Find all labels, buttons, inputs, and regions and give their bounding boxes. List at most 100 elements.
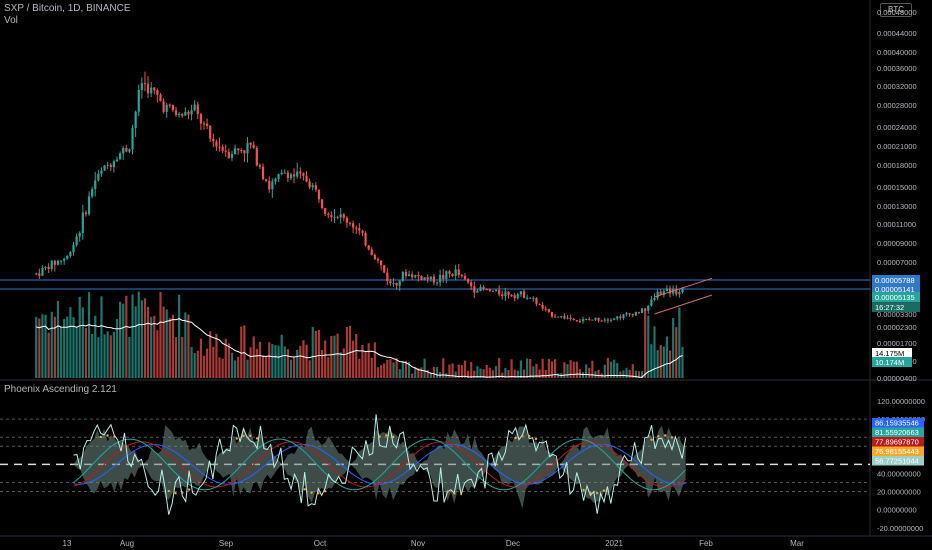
- volume-bar: [292, 357, 296, 378]
- candle-body: [535, 297, 538, 305]
- volume-bar: [162, 306, 165, 378]
- volume-bar: [358, 358, 361, 378]
- volume-bar: [529, 359, 532, 378]
- candle-body: [112, 161, 115, 168]
- osc-dot: [589, 491, 592, 495]
- osc-tick-label: 40.00000000: [877, 469, 921, 478]
- currency-badge[interactable]: BTC: [880, 3, 912, 17]
- candle-body: [342, 214, 345, 218]
- candle-body: [429, 276, 432, 280]
- volume-bar: [355, 333, 358, 378]
- candle-body: [212, 138, 215, 142]
- volume-bar: [128, 336, 131, 378]
- volume-bar: [473, 370, 476, 378]
- candle-body: [274, 178, 277, 182]
- volume-bar: [115, 318, 119, 378]
- candle-body: [153, 87, 156, 91]
- volume-bar: [631, 364, 634, 378]
- candle-body: [59, 260, 63, 262]
- candle-body: [662, 291, 665, 296]
- volume-bar: [609, 361, 613, 378]
- volume-bar: [72, 317, 75, 378]
- volume-bar: [255, 348, 258, 378]
- volume-bar: [547, 358, 550, 378]
- candle-body: [386, 272, 389, 282]
- volume-bar: [252, 336, 255, 378]
- channel-lower: [654, 294, 713, 315]
- candle-body: [426, 277, 429, 280]
- volume-bar: [535, 363, 538, 378]
- volume-bar: [429, 372, 432, 378]
- volume-bar: [94, 315, 97, 378]
- volume-bar: [550, 361, 554, 378]
- volume-bar: [476, 366, 479, 378]
- osc-dot: [521, 434, 524, 437]
- candle-body: [507, 291, 510, 296]
- volume-bar: [84, 327, 88, 378]
- candle-body: [417, 275, 420, 277]
- candle-body: [414, 275, 417, 278]
- candle-body: [361, 230, 364, 233]
- candle-body: [258, 165, 262, 167]
- candle-body: [383, 265, 386, 273]
- volume-bar: [538, 369, 541, 378]
- osc-dot: [446, 490, 449, 493]
- volume-bar: [153, 315, 156, 378]
- volume-bar: [532, 366, 535, 378]
- volume-bar: [345, 326, 349, 378]
- candle-body: [320, 199, 324, 209]
- candle-body: [131, 127, 134, 150]
- price-tick-label: 0.00024000: [877, 123, 917, 132]
- candle-body: [404, 271, 408, 277]
- volume-bar: [53, 316, 56, 378]
- candle-body: [314, 185, 317, 190]
- volume-bar: [230, 352, 234, 378]
- volume-bar: [364, 351, 367, 378]
- candle-body: [479, 286, 482, 291]
- volume-bar: [522, 369, 526, 378]
- volume-bar: [404, 360, 408, 378]
- volume-bar: [146, 306, 150, 378]
- volume-bar: [675, 327, 678, 378]
- candle-body: [140, 83, 143, 91]
- indicator-legend[interactable]: Phoenix Ascending 2.121: [4, 384, 117, 395]
- candle-body: [445, 271, 448, 279]
- candle-body: [541, 305, 544, 309]
- volume-legend[interactable]: Vol: [4, 15, 18, 26]
- volume-bar: [672, 318, 675, 378]
- volume-bar: [178, 294, 181, 378]
- candlesticks: [35, 71, 684, 324]
- price-tick-label: 0.00000400: [877, 374, 917, 383]
- volume-bar: [640, 371, 644, 378]
- candle-body: [622, 314, 625, 319]
- candle-body: [529, 297, 532, 299]
- candle-body: [122, 147, 125, 154]
- volume-bar: [339, 352, 342, 378]
- candle-body: [196, 104, 199, 115]
- volume-bar: [454, 371, 457, 378]
- candle-body: [230, 153, 234, 158]
- candle-body: [603, 319, 606, 321]
- time-label: Nov: [411, 539, 425, 548]
- volume-bar: [246, 359, 249, 378]
- osc-line-teal: [73, 438, 686, 491]
- osc-dot: [663, 434, 667, 437]
- price-label-bg: [872, 275, 920, 285]
- volume-bar: [516, 370, 519, 378]
- candle-body: [106, 164, 109, 166]
- symbol-legend[interactable]: SXP / Bitcoin, 1D, BINANCE: [4, 3, 131, 14]
- candle-body: [491, 290, 495, 292]
- price-tick-label: 0.00003300: [877, 310, 917, 319]
- trend-channel[interactable]: [654, 277, 713, 315]
- volume-bar: [168, 318, 171, 378]
- volume-bar: [348, 325, 352, 378]
- volume-bar: [221, 358, 224, 378]
- price-tick-label: 0.00009000: [877, 239, 917, 248]
- volume-bar: [174, 337, 178, 378]
- candle-body: [392, 282, 395, 284]
- candle-body: [557, 316, 560, 318]
- volume-bar: [566, 364, 569, 378]
- volume-bar: [258, 341, 262, 378]
